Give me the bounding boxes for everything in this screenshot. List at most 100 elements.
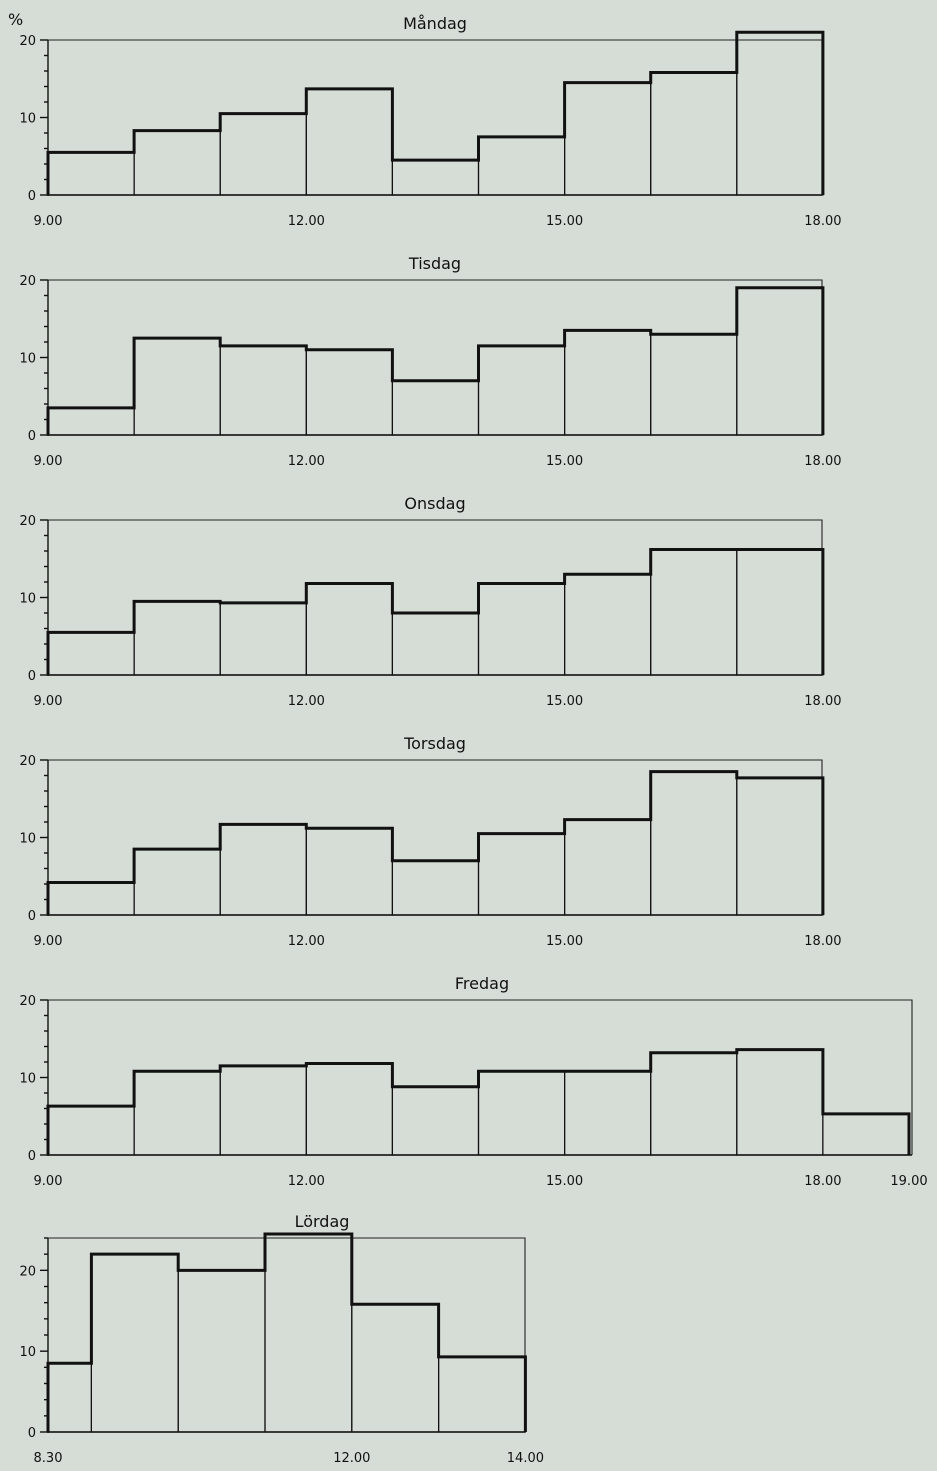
histogram-bar: [90, 1253, 179, 1433]
histogram-bar: [47, 1105, 135, 1156]
x-tick-label: 12.00: [288, 694, 325, 709]
histogram-bar: [650, 71, 738, 196]
x-tick-label: 8.30: [34, 1451, 63, 1466]
y-tick-label: 0: [28, 669, 36, 684]
x-tick-label: 12.00: [288, 214, 325, 229]
x-tick-label: 9.00: [34, 694, 63, 709]
histogram-bar: [477, 582, 566, 676]
y-tick-label: 20: [19, 994, 36, 1009]
histogram-bar: [736, 31, 824, 196]
panel-frame: [48, 519, 823, 675]
histogram-bar: [477, 345, 566, 436]
histogram-bar: [177, 1269, 266, 1433]
y-tick-label: 20: [19, 514, 36, 529]
x-tick-label: 15.00: [546, 934, 583, 949]
histogram-bar: [477, 136, 566, 196]
histogram-bar: [736, 777, 824, 916]
y-tick-label: 20: [19, 1264, 36, 1279]
histogram-bar: [351, 1303, 440, 1433]
panel-frame: [48, 759, 823, 915]
x-tick-label: 9.00: [34, 1174, 63, 1189]
x-tick-label: 18.00: [804, 214, 841, 229]
histogram-bar: [47, 881, 135, 916]
histogram-bar: [47, 1362, 93, 1433]
histogram-bar: [477, 833, 566, 916]
y-tick-label: 10: [19, 832, 36, 847]
histogram-bar: [219, 602, 307, 676]
histogram-bar: [650, 1052, 738, 1156]
y-tick-label: 20: [19, 754, 36, 769]
histogram-bar: [391, 380, 480, 436]
x-tick-label: 15.00: [546, 1174, 583, 1189]
histogram-bar: [822, 1113, 910, 1156]
histogram-bar: [264, 1233, 353, 1433]
histogram-bar: [650, 548, 738, 676]
panel-1: Måndag 0 10 20 9.00 12.00 15.00 18.00: [19, 14, 841, 229]
x-tick-label: 9.00: [34, 454, 63, 469]
histogram-bar: [736, 287, 824, 436]
panel-2: Tisdag 0 10 20 9.00 12.00 15.00 18.00: [19, 254, 841, 469]
histogram-bar: [133, 848, 221, 916]
panel-title: Onsdag: [404, 494, 465, 513]
histogram-bar: [47, 407, 135, 436]
histogram-step-outline: [46, 30, 825, 195]
histogram-bar: [391, 612, 480, 676]
x-tick-label: 12.00: [333, 1451, 370, 1466]
y-tick-label: 10: [19, 112, 36, 127]
x-tick-label: 12.00: [288, 1174, 325, 1189]
panel-4: Torsdag 0 10 20 9.00 12.00 15.00 18.00: [19, 734, 841, 949]
histogram-step-outline: [46, 286, 825, 435]
panel-title: Lördag: [295, 1212, 350, 1231]
histogram-step-outline: [46, 770, 825, 915]
x-tick-label: 18.00: [804, 454, 841, 469]
histogram-bar: [650, 333, 738, 436]
histogram-step-outline: [46, 1232, 527, 1432]
panel-frame: [48, 1237, 526, 1432]
x-tick-label: 12.00: [288, 934, 325, 949]
histogram-bar: [477, 1070, 566, 1156]
y-tick-label: 20: [19, 34, 36, 49]
x-tick-label: 18.00: [804, 1174, 841, 1189]
panel-frame: [48, 39, 823, 195]
histogram-bar: [133, 1070, 221, 1156]
x-tick-label: 14.00: [507, 1451, 544, 1466]
histogram-bar: [391, 1086, 480, 1156]
y-tick-label: 0: [28, 1426, 36, 1441]
x-tick-label: 9.00: [34, 934, 63, 949]
histogram-bar: [305, 349, 393, 436]
histogram-bar: [219, 345, 307, 436]
x-tick-label: 18.00: [804, 934, 841, 949]
y-tick-label: 0: [28, 1149, 36, 1164]
y-tick-label: 10: [19, 1072, 36, 1087]
histogram-bar: [219, 113, 307, 196]
x-tick-label: 15.00: [546, 454, 583, 469]
panel-frame: [48, 279, 823, 435]
histogram-bar: [650, 771, 738, 916]
histogram-bar: [563, 82, 652, 196]
y-tick-label: 0: [28, 909, 36, 924]
histogram-step-outline: [46, 1048, 911, 1155]
y-tick-label: 10: [19, 1345, 36, 1360]
x-tick-label: 15.00: [546, 694, 583, 709]
histogram-bar: [736, 1048, 824, 1156]
histogram-bar: [133, 600, 221, 676]
x-tick-label: 9.00: [34, 214, 63, 229]
histogram-bar: [563, 819, 652, 916]
y-tick-label: 20: [19, 274, 36, 289]
histogram-bar: [305, 88, 393, 196]
y-unit-label: %: [8, 10, 23, 29]
panel-5: Fredag 0 10 20 9.00 12.00 15.00 18.00 19.00: [19, 974, 927, 1189]
x-tick-label: 15.00: [546, 214, 583, 229]
panel-title: Måndag: [403, 14, 467, 33]
histogram-bar: [133, 130, 221, 196]
panel-title: Torsdag: [403, 734, 466, 753]
panel-title: Fredag: [455, 974, 509, 993]
y-tick-label: 0: [28, 429, 36, 444]
histogram-step-outline: [46, 547, 825, 675]
histogram-bar: [391, 159, 480, 196]
panel-frame: [48, 999, 913, 1155]
histogram-bar: [736, 548, 824, 676]
histogram-bar: [219, 1065, 307, 1156]
y-tick-label: 0: [28, 189, 36, 204]
